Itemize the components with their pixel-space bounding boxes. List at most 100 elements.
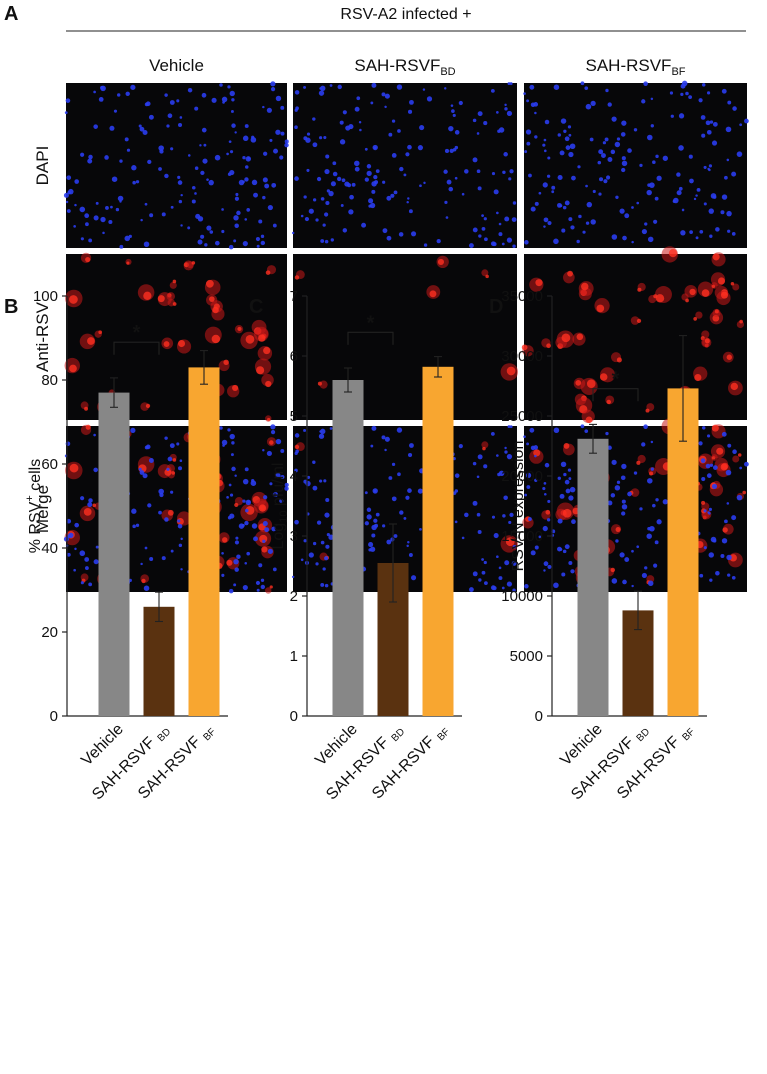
nucleus	[407, 197, 410, 200]
nucleus	[270, 81, 276, 87]
nucleus	[234, 223, 239, 228]
rsv-signal	[163, 341, 170, 348]
nucleus	[242, 240, 248, 247]
significance-bracket	[592, 388, 639, 402]
nucleus	[305, 137, 311, 143]
nucleus	[706, 129, 712, 135]
rsv-signal	[295, 442, 305, 452]
nucleus	[179, 459, 183, 462]
nucleus	[119, 159, 123, 163]
nucleus	[544, 119, 550, 125]
nucleus	[73, 568, 76, 572]
nucleus	[391, 119, 396, 123]
nucleus	[304, 216, 310, 222]
nucleus	[226, 496, 229, 499]
nucleus	[562, 205, 567, 210]
rsv-signal	[586, 379, 596, 388]
nucleus	[271, 182, 277, 188]
nucleus	[312, 460, 316, 464]
nucleus	[131, 165, 137, 171]
nucleus	[731, 232, 736, 236]
nucleus	[176, 99, 180, 103]
nucleus	[320, 239, 325, 243]
nucleus	[143, 585, 150, 591]
nucleus	[641, 442, 646, 447]
rsv-signal	[172, 279, 177, 284]
nucleus	[611, 459, 617, 465]
micrograph	[293, 254, 519, 423]
nucleus	[79, 206, 86, 213]
nucleus	[461, 192, 465, 196]
nucleus	[144, 445, 149, 450]
nucleus	[251, 179, 258, 186]
nucleus	[585, 221, 590, 225]
nucleus	[478, 578, 482, 582]
rsv-signal	[481, 269, 489, 277]
nucleus	[621, 499, 626, 504]
rsv-signal	[535, 279, 543, 287]
rsv-signal	[561, 333, 571, 343]
nucleus	[610, 149, 616, 155]
nucleus	[66, 552, 71, 557]
nucleus	[590, 100, 596, 107]
nucleus	[284, 139, 289, 144]
nucleus	[621, 463, 627, 470]
nucleus	[227, 428, 231, 432]
nucleus	[458, 100, 463, 106]
nucleus	[233, 583, 237, 587]
nucleus	[407, 488, 412, 493]
nucleus	[407, 540, 410, 544]
nucleus	[260, 240, 266, 246]
nucleus	[410, 231, 417, 237]
nucleus	[253, 192, 258, 198]
nucleus	[724, 175, 728, 180]
rsv-signal	[69, 463, 79, 473]
nucleus	[235, 536, 239, 540]
y-axis-label: Log10 pfu/ml	[270, 463, 290, 550]
nucleus	[238, 523, 245, 529]
nucleus	[680, 230, 686, 236]
nucleus	[498, 232, 503, 237]
nucleus	[622, 579, 627, 585]
nucleus	[366, 164, 372, 169]
nucleus	[258, 219, 263, 224]
y-axis-label-part: Log	[270, 523, 287, 550]
nucleus	[369, 202, 376, 209]
nucleus	[605, 88, 609, 93]
nucleus	[368, 198, 374, 204]
nucleus	[543, 225, 546, 228]
rsv-signal	[689, 288, 696, 296]
nucleus	[705, 463, 711, 469]
rsv-signal	[85, 424, 91, 430]
nucleus	[187, 87, 193, 93]
nucleus	[688, 154, 693, 159]
nucleus	[144, 202, 148, 206]
rsv-signal	[712, 253, 720, 261]
rsv-signal	[141, 578, 146, 584]
nucleus	[324, 168, 330, 175]
nucleus	[662, 499, 668, 505]
nucleus	[79, 550, 86, 557]
nucleus	[272, 223, 277, 228]
y-tick-label: 30000	[501, 348, 543, 365]
nucleus	[85, 566, 89, 570]
rsv-signal	[596, 304, 605, 313]
nucleus	[256, 588, 260, 592]
nucleus	[312, 117, 316, 121]
nucleus	[419, 184, 422, 188]
nucleus	[543, 482, 547, 485]
nucleus	[454, 520, 458, 524]
nucleus	[88, 582, 93, 587]
nucleus	[701, 83, 706, 87]
nucleus	[452, 491, 457, 495]
nucleus	[557, 133, 561, 137]
nucleus	[187, 154, 191, 157]
nucleus	[538, 535, 542, 539]
rsv-signal	[581, 282, 589, 291]
nucleus	[546, 174, 551, 178]
nucleus	[170, 490, 174, 494]
nucleus	[284, 486, 289, 491]
nucleus	[319, 136, 323, 140]
nucleus	[709, 463, 714, 467]
